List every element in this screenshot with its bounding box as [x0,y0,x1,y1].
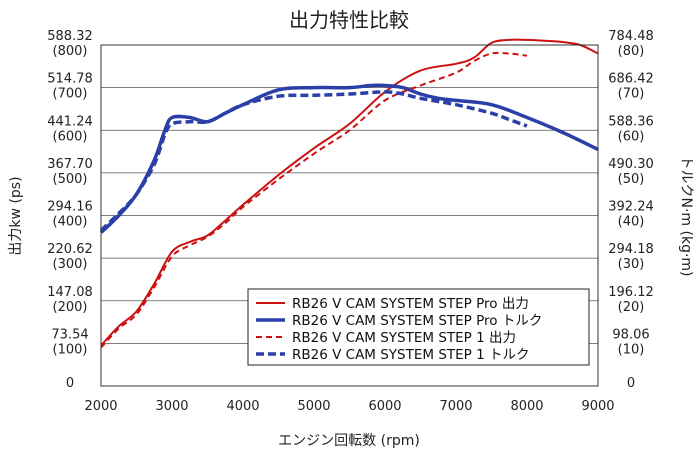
left-tick-kw: 588.32 [47,29,93,44]
left-tick-kw: 441.24 [47,114,93,129]
right-tick-nm: 294.18 [608,242,654,257]
chart-title: 出力特性比較 [289,8,409,32]
left-tick-ps: (200) [53,300,88,315]
left-tick-kw: 147.08 [47,285,93,300]
series-lines [99,38,599,349]
right-tick-kgm: (80) [618,44,645,59]
right-tick-kgm: (20) [618,300,645,315]
legend-label: RB26 V CAM SYSTEM STEP 1 トルク [292,347,530,363]
legend-label: RB26 V CAM SYSTEM STEP Pro 出力 [292,296,529,312]
right-tick-nm: 588.36 [608,114,654,129]
x-tick-label: 5000 [297,399,330,414]
right-tick-kgm: (60) [618,129,645,144]
right-tick-kgm: (40) [618,215,645,230]
left-tick-ps: (800) [53,44,88,59]
legend-label: RB26 V CAM SYSTEM STEP Pro トルク [292,313,542,329]
left-tick-ps: (500) [53,172,88,187]
left-tick-kw: 367.70 [47,157,93,172]
left-tick-ps: (600) [53,129,88,144]
left-tick-kw: 220.62 [47,242,93,257]
left-tick-ps: (400) [53,215,88,230]
left-tick-kw: 514.78 [47,72,93,87]
legend-label: RB26 V CAM SYSTEM STEP 1 出力 [292,330,516,346]
right-tick-nm: 98.06 [612,327,649,342]
x-tick-label: 2000 [84,399,117,414]
series-line-1 [100,38,599,347]
series-line-4 [99,90,528,232]
plot-frame [100,44,599,387]
left-axis-ticks: 073.54(100)147.08(200)220.62(300)294.16(… [47,29,93,391]
right-axis-ticks: 0 98.06(10) 196.12(20) 294.18(30) 392.24(40)… [608,29,654,391]
right-tick-kgm: (30) [618,257,645,272]
x-tick-label: 3000 [155,399,188,414]
x-tick-label: 7000 [439,399,472,414]
right-axis-label: トルクN·m (kg·m) [678,155,694,276]
x-tick-label: 9000 [581,399,614,414]
right-tick-nm: 490.30 [608,157,654,172]
right-tick-nm: 392.24 [608,200,654,215]
series-line-2 [99,83,599,234]
x-axis-label: エンジン回転数 (rpm) [278,433,420,449]
left-tick-kw: 0 [66,376,74,391]
right-tick-kgm: (50) [618,172,645,187]
left-tick-kw: 294.16 [47,200,93,215]
left-tick-ps: (100) [53,342,88,357]
x-tick-label: 4000 [226,399,259,414]
left-tick-kw: 73.54 [51,327,88,342]
legend-box [247,288,590,366]
x-tick-label: 6000 [368,399,401,414]
right-tick-kgm: (10) [618,342,645,357]
right-tick-nm: 686.42 [608,72,654,87]
left-axis-label: 出力kw (ps) [8,176,24,255]
series-line-3 [100,51,528,349]
left-tick-ps: (700) [53,87,88,102]
x-tick-label: 8000 [510,399,543,414]
right-tick-nm: 0 [627,376,635,391]
right-tick-nm: 784.48 [608,29,654,44]
x-axis-ticks: 2000 3000 4000 5000 6000 7000 8000 9000 [84,399,614,414]
right-tick-kgm: (70) [618,87,645,102]
right-tick-nm: 196.12 [608,285,654,300]
left-tick-ps: (300) [53,257,88,272]
